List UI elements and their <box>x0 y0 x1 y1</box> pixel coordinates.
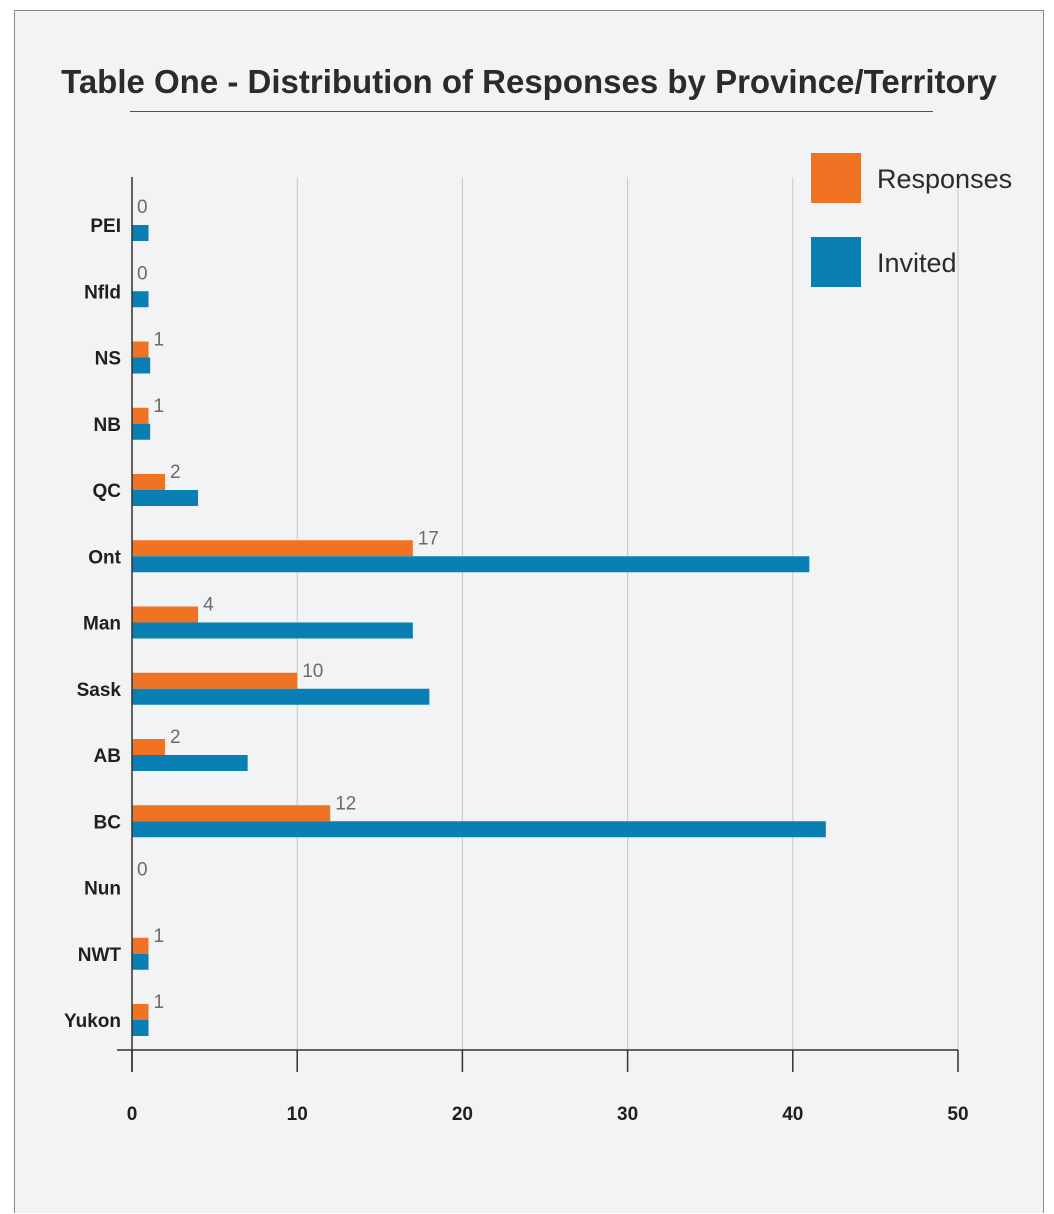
labels: 0 10 20 30 40 50PEI0Nfld0NS1NB1QC2Ont17Man4Sa… <box>64 197 969 1125</box>
data-label-man: 4 <box>203 595 214 616</box>
x-tick-label-30: 30 <box>617 1104 638 1125</box>
data-label-bc: 12 <box>335 793 356 814</box>
bar-invited-nb <box>132 423 151 440</box>
category-label-pei: PEI <box>90 216 121 237</box>
data-label-sask: 10 <box>302 661 323 682</box>
category-label-ont: Ont <box>88 547 121 568</box>
bar-responses-ont <box>132 540 413 557</box>
bar-responses-bc <box>132 805 331 822</box>
data-label-ont: 17 <box>418 528 439 549</box>
title-underline <box>130 111 933 112</box>
bar-invited-nwt <box>132 953 149 970</box>
bar-invited-man <box>132 622 413 639</box>
bar-invited-ns <box>132 357 151 374</box>
bar-responses-yukon <box>132 1004 149 1020</box>
category-label-qc: QC <box>93 481 122 502</box>
bar-responses-nb <box>132 407 149 424</box>
gridlines <box>296 177 959 1050</box>
category-label-yukon: Yukon <box>64 1011 121 1032</box>
bar-responses-nwt <box>132 937 149 954</box>
data-label-nfld: 0 <box>137 263 148 284</box>
bar-chart: 0 10 20 30 40 50PEI0Nfld0NS1NB1QC2Ont17Man4Sa… <box>64 153 1012 1125</box>
bar-invited-ont <box>132 556 810 573</box>
data-label-qc: 2 <box>170 462 181 483</box>
chart-frame: Table One - Distribution of Responses by… <box>14 10 1044 1213</box>
category-label-sask: Sask <box>77 680 122 701</box>
legend-label-responses: Responses <box>877 164 1012 194</box>
category-label-bc: BC <box>94 812 122 833</box>
category-label-man: Man <box>83 614 121 635</box>
axes <box>117 177 959 1072</box>
bar-invited-yukon <box>132 1020 149 1036</box>
x-tick-label-20: 20 <box>452 1104 473 1125</box>
x-tick-label-0: 0 <box>127 1104 138 1125</box>
bar-invited-nfld <box>132 291 149 308</box>
x-tick-label-50: 50 <box>947 1104 968 1125</box>
category-label-ns: NS <box>95 349 121 370</box>
category-label-nun: Nun <box>84 879 121 900</box>
legend: Responses Invited <box>811 153 1012 287</box>
data-label-nb: 1 <box>154 396 165 417</box>
data-label-yukon: 1 <box>154 992 165 1013</box>
bar-invited-bc <box>132 821 826 838</box>
x-tick-label-40: 40 <box>782 1104 803 1125</box>
data-label-nwt: 1 <box>154 926 165 947</box>
bar-responses-qc <box>132 474 166 490</box>
data-label-ab: 2 <box>170 727 181 748</box>
category-label-ab: AB <box>94 746 121 767</box>
bar-invited-pei <box>132 225 149 241</box>
bar-invited-sask <box>132 688 430 705</box>
chart-title: Table One - Distribution of Responses by… <box>61 63 997 100</box>
bar-responses-man <box>132 606 199 623</box>
data-label-ns: 1 <box>154 330 165 351</box>
x-tick-label-10: 10 <box>287 1104 308 1125</box>
bar-responses-ns <box>132 341 149 358</box>
bar-invited-ab <box>132 755 248 771</box>
bars <box>132 225 826 1036</box>
bar-invited-qc <box>132 490 199 506</box>
legend-label-invited: Invited <box>877 248 957 278</box>
category-label-nfld: Nfld <box>84 282 121 303</box>
bar-responses-ab <box>132 739 166 755</box>
category-label-nb: NB <box>94 415 121 436</box>
data-label-nun: 0 <box>137 860 148 881</box>
category-label-nwt: NWT <box>78 945 122 966</box>
bar-responses-sask <box>132 672 298 689</box>
legend-swatch-invited <box>811 237 861 287</box>
data-label-pei: 0 <box>137 197 148 218</box>
legend-swatch-responses <box>811 153 861 203</box>
